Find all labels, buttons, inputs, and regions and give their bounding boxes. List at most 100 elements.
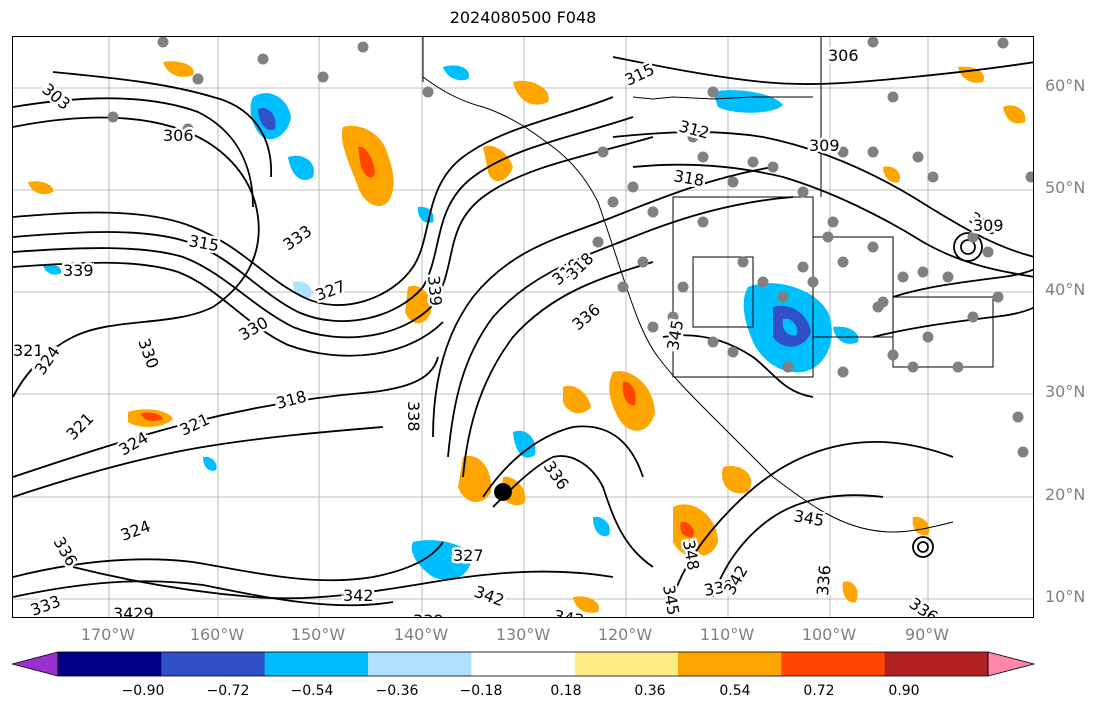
- station-dot: [867, 146, 879, 158]
- contour-line: [72, 566, 614, 600]
- map-title: 2024080500 F048: [449, 8, 597, 27]
- colorbar: [12, 651, 1036, 677]
- positive-area: [358, 146, 375, 178]
- closed-contour: [912, 536, 934, 558]
- negative-area: [833, 326, 859, 344]
- contour-label: 327: [313, 276, 348, 304]
- colorbar-swatch: [781, 652, 886, 676]
- station-dot: [627, 181, 639, 193]
- contour-line: [52, 71, 272, 178]
- colorbar-tick-label: −0.90: [121, 683, 165, 699]
- contour-line: [432, 166, 774, 438]
- lat-label-60n: 60°N: [1045, 76, 1086, 95]
- contour-label-halo: 3429: [113, 604, 154, 618]
- colorbar-swatch: [471, 652, 576, 676]
- negative-area: [443, 65, 469, 81]
- positive-area: [573, 596, 599, 613]
- contour-label: 321: [13, 341, 44, 360]
- station-dot: [687, 131, 699, 143]
- contour-line: [872, 306, 1033, 338]
- negative-area: [258, 108, 276, 131]
- contour-label: 342: [472, 582, 507, 610]
- contour-line: [892, 268, 1033, 298]
- station-dot: [777, 291, 789, 303]
- contour-label-halo: 338: [404, 401, 423, 432]
- station-dot: [997, 37, 1009, 49]
- contour-label: 330: [134, 336, 162, 371]
- colorbar-swatch: [884, 652, 989, 676]
- positive-area: [842, 581, 858, 603]
- station-dot: [887, 349, 899, 361]
- station-dot: [257, 53, 269, 65]
- contour-label: 324: [118, 516, 153, 544]
- contour-line: [13, 116, 260, 398]
- contour-label: 333: [28, 591, 63, 618]
- station-dot: [922, 331, 934, 343]
- contour-line: [13, 261, 444, 357]
- station-dot: [182, 123, 194, 135]
- contour-label: 324: [116, 428, 152, 460]
- contour-label-halo: 318: [672, 166, 705, 190]
- shading-layer: [28, 61, 1026, 613]
- colorbar-tick-label: 0.72: [803, 683, 835, 699]
- closed-contour: [494, 483, 512, 501]
- coastline: [892, 296, 994, 368]
- lon-label-100w: 100°W: [801, 625, 857, 644]
- contour-label: 330: [236, 313, 272, 345]
- station-dot: [697, 151, 709, 163]
- coastline: [692, 256, 754, 328]
- contour-label: 336: [906, 594, 942, 618]
- colorbar-tick-label: −0.18: [459, 683, 503, 699]
- station-dot: [357, 41, 369, 53]
- station-dot: [907, 361, 919, 373]
- contour-line: [612, 56, 1033, 85]
- contour-label: 345: [663, 318, 687, 351]
- contour-line: [462, 261, 654, 478]
- colorbar-extend-min: [12, 651, 59, 677]
- contour-line: [13, 426, 384, 498]
- station-dot: [617, 281, 629, 293]
- station-dot: [837, 366, 849, 378]
- lon-label-140w: 140°W: [393, 625, 449, 644]
- colorbar-swatch: [678, 652, 782, 676]
- contour-label: 306: [163, 126, 194, 145]
- station-markers: [107, 37, 1033, 458]
- contour-label: 338: [404, 401, 423, 432]
- station-dot: [827, 216, 839, 228]
- lat-label-50n: 50°N: [1045, 178, 1086, 197]
- contour-line: [492, 455, 654, 568]
- lon-label-120w: 120°W: [597, 625, 653, 644]
- contour-label: 339: [413, 611, 444, 618]
- station-dot: [697, 216, 709, 228]
- positive-area: [680, 521, 694, 538]
- positive-area: [458, 456, 492, 503]
- lon-label-150w: 150°W: [290, 625, 346, 644]
- station-dot: [677, 281, 689, 293]
- lon-label-90w: 90°W: [904, 625, 950, 644]
- station-dot: [707, 86, 719, 98]
- contour-label: 339: [63, 261, 94, 280]
- station-dot: [982, 246, 994, 258]
- contour-label: 327: [453, 546, 484, 565]
- map-canvas: 3033033063063063063153153123123093093183…: [13, 37, 1033, 618]
- station-dot: [317, 71, 329, 83]
- station-dot: [992, 291, 1004, 303]
- lat-label-20n: 20°N: [1045, 485, 1086, 504]
- contour-line: [672, 440, 954, 598]
- colorbar-tick-label: 0.18: [550, 683, 582, 699]
- map-frame: 303 303 306 306 306 306 315 315 312 312 309 309 318 3…: [12, 36, 1034, 618]
- contour-label: 309: [809, 136, 840, 155]
- station-dot: [737, 256, 749, 268]
- colorbar-swatch: [368, 652, 472, 676]
- station-dot: [192, 73, 204, 85]
- negative-area: [43, 264, 62, 275]
- contour-lines: [13, 56, 1033, 607]
- positive-area: [912, 516, 930, 536]
- lat-label-40n: 40°N: [1045, 280, 1086, 299]
- positive-area: [563, 385, 591, 414]
- contour-label: 336: [813, 564, 835, 596]
- contour-label: 3429: [113, 604, 154, 618]
- colorbar-swatch: [161, 652, 266, 676]
- positive-area: [883, 166, 900, 183]
- positive-area: [622, 381, 636, 406]
